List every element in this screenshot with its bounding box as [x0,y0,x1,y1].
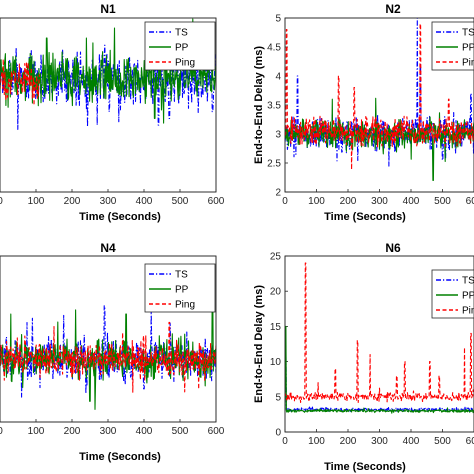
series-line-ping [285,23,474,171]
y-tick-label: 4 [275,72,281,83]
x-tick-label: 100 [28,196,45,207]
series-group [285,262,474,414]
x-tick-label: 400 [403,436,420,447]
x-tick-label: 600 [208,426,225,437]
x-tick-label: 600 [208,196,225,207]
legend-label-ts: TS [175,270,188,281]
x-tick-label: 600 [466,436,474,447]
x-tick-label: 0 [282,196,288,207]
x-tick-label: 200 [340,196,357,207]
x-tick-label: 600 [466,196,474,207]
series-line-ts [285,346,474,413]
y-tick-label: 5 [275,14,281,25]
y-tick-label: 0 [275,428,281,439]
series-line-pp [285,97,474,181]
y-axis-label: End-to-End Delay (ms) [253,285,265,403]
series-line-pp [0,18,216,124]
x-axis-label: Time (Seconds) [324,461,406,473]
series-line-ping [285,262,474,404]
chart-title: N6 [385,241,401,255]
legend-label-ping: Ping [175,58,195,69]
legend-label-pp: PP [462,291,474,302]
x-tick-label: 200 [64,426,81,437]
x-tick-label: 500 [434,196,451,207]
series-line-ping [0,321,216,393]
x-tick-label: 400 [403,196,420,207]
legend: TS PP Ping [144,263,216,313]
series-line-ts [0,36,216,130]
plot-frame [284,17,474,193]
series-group [0,18,216,130]
chart-title: N4 [100,241,116,255]
x-tick-label: 0 [0,426,3,437]
panel-n1: N1 Time (Seconds) 0 100 200 300 400 500 600 TS P… [0,2,225,223]
y-tick-label: 20 [270,287,282,298]
legend-label-pp: PP [175,285,189,296]
y-tick-label: 2.5 [267,159,281,170]
x-tick-label: 100 [28,426,45,437]
x-tick-label: 300 [371,436,388,447]
x-tick-label: 400 [136,426,153,437]
legend-label-ping: Ping [462,58,474,69]
legend-label-ts: TS [462,276,474,287]
panel-n6: N6 Time (Seconds) End-to-End Delay (ms) … [253,241,474,473]
y-tick-label: 2 [275,188,281,199]
y-tick-label: 10 [270,357,282,368]
series-line-ping [0,58,40,107]
x-tick-label: 100 [308,196,325,207]
x-axis-label: Time (Seconds) [79,451,161,463]
plot-frame [284,255,474,433]
x-tick-label: 300 [100,426,117,437]
x-tick-label: 200 [340,436,357,447]
series-group [285,18,474,181]
y-tick-label: 25 [270,252,282,263]
chart-title: N2 [385,2,401,16]
x-tick-label: 500 [434,436,451,447]
y-tick-label: 5 [275,392,281,403]
x-axis-label: Time (Seconds) [79,211,161,223]
x-tick-label: 0 [282,436,288,447]
plot-frame [0,255,217,423]
x-tick-label: 100 [308,436,325,447]
legend-label-ts: TS [175,28,188,39]
y-axis-label: End-to-End Delay (ms) [253,46,265,164]
panel-n2: N2 Time (Seconds) End-to-End Delay (ms) … [253,2,474,223]
plot-frame [0,17,217,193]
x-axis-label: Time (Seconds) [324,211,406,223]
x-tick-label: 400 [136,196,153,207]
legend-label-pp: PP [462,43,474,54]
legend: TS PP Ping [431,269,474,319]
legend-label-pp: PP [175,43,189,54]
legend: TS PP Ping [144,21,216,71]
x-tick-label: 500 [172,196,189,207]
legend-label-ts: TS [462,28,474,39]
x-tick-label: 0 [0,196,3,207]
x-tick-label: 300 [100,196,117,207]
x-tick-label: 300 [371,196,388,207]
legend-label-ping: Ping [462,306,474,317]
legend: TS PP Ping [431,21,474,71]
y-tick-label: 15 [270,322,282,333]
x-tick-label: 500 [172,426,189,437]
y-tick-label: 3 [275,130,281,141]
y-tick-label: 4.5 [267,43,281,54]
series-line-pp [285,325,474,414]
y-tick-label: 3.5 [267,101,281,112]
chart-title: N1 [100,2,116,16]
legend-label-ping: Ping [175,300,195,311]
series-group [0,296,216,410]
panel-n4: N4 Time (Seconds) 0 100 200 300 400 500 600 TS P… [0,241,225,463]
x-tick-label: 200 [64,196,81,207]
